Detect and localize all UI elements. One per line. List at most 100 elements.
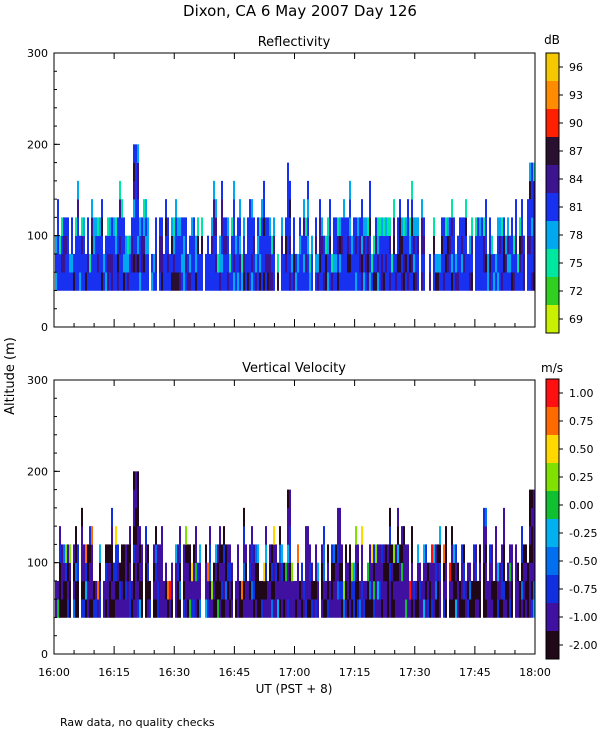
heatmap-cell: [381, 562, 383, 582]
heatmap-cell: [157, 580, 159, 600]
heatmap-cell: [165, 217, 167, 236]
heatmap-cell: [521, 253, 523, 273]
heatmap-cell: [307, 580, 309, 600]
heatmap-cell: [435, 544, 437, 563]
heatmap-cell: [77, 562, 79, 582]
heatmap-cell: [145, 217, 147, 236]
heatmap-cell: [309, 599, 311, 618]
heatmap-cell: [445, 235, 447, 255]
heatmap-cell: [437, 272, 439, 291]
heatmap-cell: [455, 599, 457, 618]
heatmap-cell: [263, 580, 265, 600]
heatmap-cell: [293, 272, 295, 291]
heatmap-cell: [403, 235, 405, 255]
heatmap-cell: [167, 217, 169, 236]
heatmap-cell: [227, 599, 229, 618]
heatmap-cell: [379, 580, 381, 600]
heatmap-cell: [465, 580, 467, 600]
heatmap-cell: [309, 272, 311, 291]
heatmap-cell: [485, 253, 487, 273]
heatmap-cell: [137, 144, 139, 163]
heatmap-cell: [95, 580, 97, 600]
heatmap-cell: [395, 272, 397, 291]
heatmap-cell: [357, 544, 359, 563]
heatmap-cell: [205, 599, 207, 618]
heatmap-cell: [175, 562, 177, 582]
heatmap-cell: [159, 562, 161, 582]
heatmap-cell: [435, 253, 437, 273]
heatmap-cell: [117, 562, 119, 582]
heatmap-cell: [453, 544, 455, 563]
heatmap-cell: [95, 217, 97, 236]
heatmap-cell: [451, 253, 453, 273]
heatmap-cell: [377, 599, 379, 618]
heatmap-cell: [195, 272, 197, 291]
heatmap-cell: [351, 235, 353, 255]
heatmap-cell: [111, 253, 113, 273]
heatmap-cell: [285, 272, 287, 291]
heatmap-cell: [163, 580, 165, 600]
heatmap-cell: [243, 562, 245, 582]
heatmap-cell: [483, 253, 485, 273]
heatmap-cell: [505, 272, 507, 291]
heatmap-cell: [119, 217, 121, 236]
heatmap-cell: [97, 253, 99, 273]
heatmap-cell: [411, 544, 413, 563]
heatmap-cell: [179, 272, 181, 291]
heatmap-cell: [421, 272, 423, 291]
heatmap-cell: [523, 599, 525, 618]
heatmap-cell: [245, 544, 247, 563]
heatmap-cell: [221, 235, 223, 255]
heatmap-cell: [213, 180, 215, 200]
heatmap-cell: [179, 526, 181, 545]
heatmap-cell: [483, 599, 485, 618]
heatmap-cell: [513, 235, 515, 255]
colorbar-swatch: [546, 193, 559, 221]
heatmap-cell: [165, 562, 167, 582]
heatmap-cell: [409, 253, 411, 273]
heatmap-cell: [289, 599, 291, 618]
heatmap-cell: [115, 272, 117, 291]
heatmap-cell: [217, 272, 219, 291]
heatmap-cell: [471, 599, 473, 618]
heatmap-cell: [77, 580, 79, 600]
heatmap-cell: [271, 544, 273, 563]
heatmap-cell: [135, 180, 137, 200]
heatmap-cell: [57, 580, 59, 600]
heatmap-cell: [155, 217, 157, 236]
heatmap-cell: [411, 199, 413, 218]
heatmap-cell: [525, 544, 527, 563]
heatmap-cell: [131, 599, 133, 618]
heatmap-cell: [533, 253, 535, 273]
heatmap-cell: [253, 544, 255, 563]
heatmap-cell: [533, 580, 535, 600]
heatmap-cell: [265, 599, 267, 618]
heatmap-cell: [147, 217, 149, 236]
heatmap-cell: [315, 599, 317, 618]
colorbar-swatch: [546, 277, 559, 305]
heatmap-cell: [345, 217, 347, 236]
heatmap-cell: [389, 580, 391, 600]
heatmap-cell: [485, 272, 487, 291]
heatmap-cell: [369, 599, 371, 618]
heatmap-cell: [321, 580, 323, 600]
heatmap-cell: [175, 217, 177, 236]
heatmap-cell: [73, 599, 75, 618]
heatmap-cell: [261, 217, 263, 236]
heatmap-cell: [303, 217, 305, 236]
heatmap-cell: [93, 599, 95, 618]
heatmap-cell: [239, 235, 241, 255]
heatmap-cell: [403, 599, 405, 618]
heatmap-cell: [443, 544, 445, 563]
heatmap-cell: [209, 580, 211, 600]
heatmap-cell: [475, 599, 477, 618]
heatmap-cell: [293, 235, 295, 255]
heatmap-cell: [421, 599, 423, 618]
heatmap-cell: [287, 217, 289, 236]
heatmap-cell: [67, 235, 69, 255]
heatmap-cell: [243, 526, 245, 545]
heatmap-cell: [269, 253, 271, 273]
heatmap-cell: [297, 599, 299, 618]
heatmap-cell: [59, 562, 61, 582]
